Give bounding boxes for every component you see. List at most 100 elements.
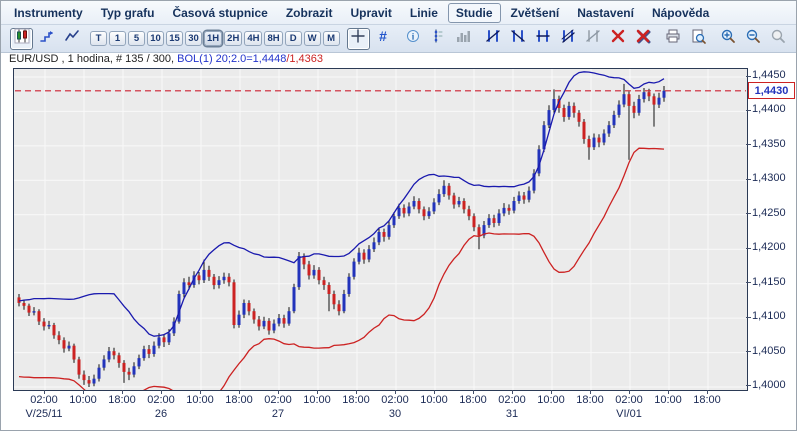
trend-disabled-button[interactable]	[582, 28, 605, 50]
menu-item-upravit[interactable]: Upravit	[350, 5, 392, 20]
info-tools-group: i	[402, 28, 475, 50]
date-axis-label: 31	[505, 408, 519, 420]
bollinger-lower-band	[18, 147, 665, 390]
trend-channel-icon	[560, 28, 576, 49]
time-axis-tick	[317, 390, 318, 394]
menu-item-nastaven-[interactable]: Nastavení	[577, 5, 634, 20]
time-axis-label: 18:00	[459, 394, 487, 406]
candlestick-chart-area[interactable]	[13, 68, 748, 391]
menu-item-zv-t-en-[interactable]: Zvětšení	[510, 5, 560, 20]
print-button[interactable]	[662, 28, 685, 50]
date-axis-label: 30	[388, 408, 402, 420]
time-axis-tick	[395, 390, 396, 394]
time-axis-label: 18:00	[576, 394, 604, 406]
menu-item-zobrazit[interactable]: Zobrazit	[285, 5, 333, 20]
zoom-in-button[interactable]	[717, 28, 740, 50]
time-axis-tick	[239, 390, 240, 394]
svg-text:#: #	[379, 28, 387, 44]
price-axis-label: 1,4100	[752, 310, 786, 322]
price-axis-label: 1,4400	[752, 103, 786, 115]
price-axis-label: 1,4250	[752, 207, 786, 219]
price-axis-label: 1,4000	[752, 379, 786, 391]
timeframe-5-button[interactable]: 5	[128, 31, 145, 46]
zoom-reset-icon	[770, 28, 786, 49]
candlestick-chart-button[interactable]	[10, 27, 33, 50]
timeframe-4h-button[interactable]: 4H	[244, 31, 263, 46]
chart-header: EUR/USD , 1 hodina, # 135 / 300, BOL(1) …	[9, 53, 323, 67]
price-axis-tick	[746, 282, 751, 283]
grid-button[interactable]: #	[372, 28, 395, 50]
time-axis-tick	[473, 390, 474, 394]
timeframe-t-button[interactable]: T	[90, 31, 107, 46]
price-axis-tick	[746, 110, 751, 111]
bollinger-upper-band	[18, 71, 665, 337]
time-axis-label: 10:00	[303, 394, 331, 406]
trend-line-up-button[interactable]	[507, 28, 530, 50]
timeframe-group: T 1 5 10 15 30 1H 2H 4H 8H D W M	[90, 31, 340, 46]
current-price-badge: 1,4430	[748, 82, 795, 99]
price-axis-tick	[746, 351, 751, 352]
timeframe-2h-button[interactable]: 2H	[224, 31, 243, 46]
crosshair-button[interactable]	[346, 27, 370, 50]
menu-item-typ-grafu[interactable]: Typ grafu	[100, 5, 155, 20]
timeframe-1h-button[interactable]: 1H	[204, 31, 223, 46]
delete-line-icon	[610, 28, 626, 49]
delete-line-button[interactable]	[607, 28, 630, 50]
time-axis-tick	[122, 390, 123, 394]
print-preview-button[interactable]	[687, 28, 710, 50]
delete-all-lines-button[interactable]	[632, 28, 655, 50]
timeframe-w-button[interactable]: W	[303, 31, 321, 46]
price-axis-tick	[746, 248, 751, 249]
menu-item-studie[interactable]: Studie	[447, 2, 501, 23]
price-axis-label: 1,4200	[752, 241, 786, 253]
price-axis-tick	[746, 385, 751, 386]
print-preview-icon	[690, 28, 706, 49]
date-axis-label: 26	[154, 408, 168, 420]
time-axis-tick	[278, 390, 279, 394]
time-axis-tick	[161, 390, 162, 394]
price-scale-icon	[430, 28, 446, 49]
time-axis-tick	[590, 390, 591, 394]
timeframe-10-button[interactable]: 10	[147, 31, 164, 46]
timeframe-d-button[interactable]: D	[284, 31, 302, 46]
time-axis-tick	[200, 390, 201, 394]
timeframe-15-button[interactable]: 15	[166, 31, 183, 46]
zoom-reset-button[interactable]	[767, 28, 790, 50]
timeframe-30-button[interactable]: 30	[185, 31, 202, 46]
price-scale-button[interactable]	[427, 28, 450, 50]
time-axis-label: 02:00	[615, 394, 643, 406]
timeframe-8h-button[interactable]: 8H	[264, 31, 283, 46]
time-axis-tick	[83, 390, 84, 394]
price-axis-label: 1,4350	[752, 138, 786, 150]
trend-hline-button[interactable]	[532, 28, 555, 50]
trend-hline-icon	[535, 28, 551, 49]
menu-bar: Instrumenty Typ grafu Časová stupnice Zobra…	[1, 1, 796, 25]
zoom-out-button[interactable]	[742, 28, 765, 50]
timeframe-1-button[interactable]: 1	[109, 31, 126, 46]
zoom-in-icon	[720, 28, 736, 49]
time-axis-label: 10:00	[420, 394, 448, 406]
step-chart-button[interactable]	[35, 28, 58, 50]
info-button[interactable]: i	[402, 28, 425, 50]
time-axis-label: 02:00	[147, 394, 175, 406]
time-axis-tick	[551, 390, 552, 394]
menu-item-instrumenty[interactable]: Instrumenty	[14, 5, 83, 20]
price-axis-tick	[746, 213, 751, 214]
menu-item-n-pov-da[interactable]: Nápověda	[651, 5, 710, 20]
time-axis-label: 18:00	[108, 394, 136, 406]
line-chart-button[interactable]	[60, 28, 83, 50]
trend-line-up-icon	[510, 28, 526, 49]
time-axis-label: 10:00	[186, 394, 214, 406]
menu-item--asov-stupnice[interactable]: Časová stupnice	[172, 5, 268, 20]
time-axis-tick	[44, 390, 45, 394]
zoom-tools-group	[717, 28, 790, 50]
trend-channel-button[interactable]	[557, 28, 580, 50]
volume-button[interactable]	[452, 28, 475, 50]
trend-line-down-button[interactable]	[482, 28, 505, 50]
price-axis-tick	[746, 76, 751, 77]
candlestick-chart-icon	[14, 28, 30, 49]
menu-item-linie[interactable]: Linie	[409, 5, 438, 20]
date-axis-label: VI/01	[616, 408, 642, 420]
timeframe-m-button[interactable]: M	[322, 31, 340, 46]
price-axis-label: 1,4050	[752, 345, 786, 357]
